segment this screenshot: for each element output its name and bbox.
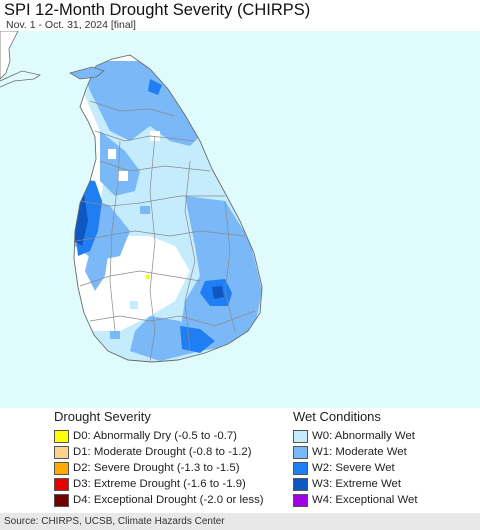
w0-block	[130, 301, 138, 309]
dry-block	[118, 171, 128, 181]
drought-legend-heading: Drought Severity	[54, 409, 151, 424]
w3-area-southeast	[212, 286, 224, 299]
w2-area-north	[148, 79, 162, 95]
swatch-w1	[293, 445, 308, 459]
wet-legend: Wet Conditions W0: Abnormally Wet W1: Mo…	[293, 408, 418, 508]
swatch-w3	[293, 477, 308, 491]
wet-legend-heading: Wet Conditions	[293, 409, 381, 424]
w1-area-northcentral	[100, 131, 140, 196]
d0-spot	[146, 275, 150, 279]
w2-area-south	[180, 326, 215, 353]
legend-label-d2: D2: Severe Drought (-1.3 to -1.5)	[73, 462, 240, 474]
map-panel	[0, 31, 480, 409]
india-landmass	[0, 31, 19, 80]
w1-area-east	[180, 196, 262, 351]
legend-label-d3: D3: Extreme Drought (-1.6 to -1.9)	[73, 478, 246, 490]
swatch-d1	[54, 445, 69, 459]
source-footer: Source: CHIRPS, UCSB, Climate Hazards Ce…	[0, 513, 480, 530]
drought-legend: Drought Severity D0: Abnormally Dry (-0.…	[54, 408, 264, 508]
legend-item-d2: D2: Severe Drought (-1.3 to -1.5)	[54, 460, 264, 476]
legend-label-d0: D0: Abnormally Dry (-0.5 to -0.7)	[73, 430, 237, 442]
legend-item-w4: W4: Exceptional Wet	[293, 492, 418, 508]
legend-label-w3: W3: Extreme Wet	[312, 478, 402, 490]
swatch-d4	[54, 493, 69, 507]
wet-conditions-layer	[74, 61, 262, 362]
swatch-d3	[54, 477, 69, 491]
legend-label-w1: W1: Moderate Wet	[312, 446, 407, 458]
swatch-w4	[293, 493, 308, 507]
legend-label-d1: D1: Moderate Drought (-0.8 to -1.2)	[73, 446, 252, 458]
w1-block	[140, 206, 150, 214]
swatch-w2	[293, 461, 308, 475]
legend-item-d3: D3: Extreme Drought (-1.6 to -1.9)	[54, 476, 264, 492]
legend-item-w3: W3: Extreme Wet	[293, 476, 418, 492]
sri-lanka-map	[0, 31, 480, 409]
w1-block	[110, 331, 120, 339]
legend-item-d1: D1: Moderate Drought (-0.8 to -1.2)	[54, 444, 264, 460]
swatch-d2	[54, 461, 69, 475]
legend-label-w2: W2: Severe Wet	[312, 462, 395, 474]
adams-bridge	[0, 70, 42, 88]
swatch-w0	[293, 429, 308, 443]
legend-item-d4: D4: Exceptional Drought (-2.0 or less)	[54, 492, 264, 508]
legend-label-d4: D4: Exceptional Drought (-2.0 or less)	[73, 494, 264, 506]
legend-item-d0: D0: Abnormally Dry (-0.5 to -0.7)	[54, 428, 264, 444]
map-title: SPI 12-Month Drought Severity (CHIRPS)	[4, 1, 311, 19]
w0-block	[160, 151, 170, 161]
map-subtitle: Nov. 1 - Oct. 31, 2024 [final]	[6, 19, 136, 31]
legend-label-w4: W4: Exceptional Wet	[312, 494, 418, 506]
legend-item-w0: W0: Abnormally Wet	[293, 428, 418, 444]
district-boundaries	[75, 100, 256, 362]
legend: Drought Severity D0: Abnormally Dry (-0.…	[0, 408, 480, 514]
legend-item-w1: W1: Moderate Wet	[293, 444, 418, 460]
legend-label-w0: W0: Abnormally Wet	[312, 430, 415, 442]
dry-block	[108, 149, 116, 159]
legend-item-w2: W2: Severe Wet	[293, 460, 418, 476]
swatch-d0	[54, 429, 69, 443]
jaffna-peninsula	[68, 66, 105, 80]
sea	[0, 31, 480, 409]
w0-block	[170, 226, 178, 234]
